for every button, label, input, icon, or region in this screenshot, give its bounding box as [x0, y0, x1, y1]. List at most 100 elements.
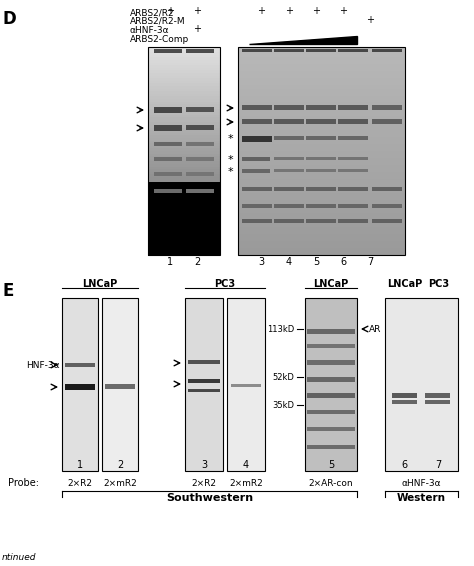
Bar	[274, 187, 304, 191]
Bar	[148, 109, 220, 113]
Bar	[238, 50, 405, 54]
Bar	[238, 106, 405, 110]
Bar	[148, 252, 220, 255]
Bar	[274, 204, 304, 208]
Bar	[148, 211, 220, 214]
Bar	[102, 298, 138, 471]
Bar	[238, 96, 405, 100]
Bar	[238, 61, 405, 65]
Bar	[238, 109, 405, 113]
Text: 7: 7	[435, 460, 441, 470]
Text: +: +	[193, 6, 201, 16]
Bar	[148, 203, 220, 206]
Bar	[307, 344, 355, 348]
Text: LNCaP: LNCaP	[387, 279, 422, 289]
Bar	[148, 138, 220, 141]
Text: 3: 3	[258, 257, 264, 267]
Bar	[306, 119, 336, 124]
Bar	[238, 161, 405, 165]
Text: +: +	[366, 15, 374, 25]
Bar	[274, 157, 304, 160]
Bar	[148, 245, 220, 248]
Bar	[148, 135, 220, 139]
Bar	[238, 137, 405, 141]
Bar	[148, 177, 220, 180]
Text: D: D	[3, 10, 17, 28]
Text: LNCaP: LNCaP	[313, 279, 348, 289]
Bar	[306, 187, 336, 191]
Text: +: +	[166, 6, 174, 16]
Bar	[238, 47, 405, 51]
Bar	[238, 75, 405, 79]
Text: 7: 7	[367, 257, 373, 267]
Text: 2×mR2: 2×mR2	[229, 478, 263, 487]
Bar	[148, 250, 220, 253]
Bar	[186, 189, 214, 193]
Bar	[148, 104, 220, 108]
Text: LNCaP: LNCaP	[82, 279, 118, 289]
Bar	[148, 47, 220, 50]
Bar	[148, 86, 220, 89]
Bar	[148, 122, 220, 126]
Bar	[238, 71, 405, 75]
Bar	[238, 196, 405, 200]
Bar	[307, 410, 355, 414]
Bar	[148, 99, 220, 102]
Bar	[148, 179, 220, 183]
Bar	[238, 245, 405, 248]
Text: 2×R2: 2×R2	[67, 478, 92, 487]
Text: 6: 6	[401, 460, 407, 470]
Bar	[307, 360, 355, 365]
Bar	[148, 172, 220, 175]
Bar	[148, 70, 220, 74]
Text: AR: AR	[369, 324, 382, 333]
Bar	[148, 112, 220, 115]
Bar	[148, 89, 220, 92]
Bar	[148, 195, 220, 198]
Bar	[238, 234, 405, 238]
Bar	[238, 192, 405, 196]
Bar	[148, 216, 220, 219]
Bar	[238, 82, 405, 85]
Bar	[62, 298, 98, 471]
Bar	[242, 187, 272, 191]
Bar	[238, 78, 405, 82]
Bar	[148, 65, 220, 68]
Bar	[274, 136, 304, 140]
Text: E: E	[3, 282, 14, 300]
Bar	[148, 52, 220, 55]
Bar	[238, 179, 405, 183]
Bar	[188, 389, 220, 392]
Bar	[238, 172, 405, 176]
Bar	[274, 105, 304, 110]
Bar	[148, 117, 220, 121]
Bar	[148, 156, 220, 159]
Bar	[242, 119, 272, 124]
Bar	[148, 226, 220, 229]
Bar	[242, 157, 270, 161]
Bar	[392, 393, 417, 398]
Bar	[148, 169, 220, 172]
Text: 3: 3	[201, 460, 207, 470]
Bar	[148, 190, 220, 193]
Text: ARBS2/R2-M: ARBS2/R2-M	[130, 17, 186, 26]
Text: 2: 2	[117, 460, 123, 470]
Bar	[338, 105, 368, 110]
Bar	[238, 148, 405, 152]
Bar	[148, 239, 220, 242]
Bar	[154, 142, 182, 146]
Bar	[154, 49, 182, 53]
Bar	[227, 298, 265, 471]
Bar	[238, 238, 405, 242]
Bar	[148, 174, 220, 178]
Text: *: *	[227, 134, 233, 144]
Bar	[185, 298, 223, 471]
Bar	[148, 127, 220, 131]
Bar	[148, 234, 220, 237]
Bar	[148, 208, 220, 211]
Bar	[148, 231, 220, 235]
Bar	[148, 130, 220, 134]
Bar	[338, 187, 368, 191]
Text: 1: 1	[167, 257, 173, 267]
Bar	[148, 107, 220, 110]
